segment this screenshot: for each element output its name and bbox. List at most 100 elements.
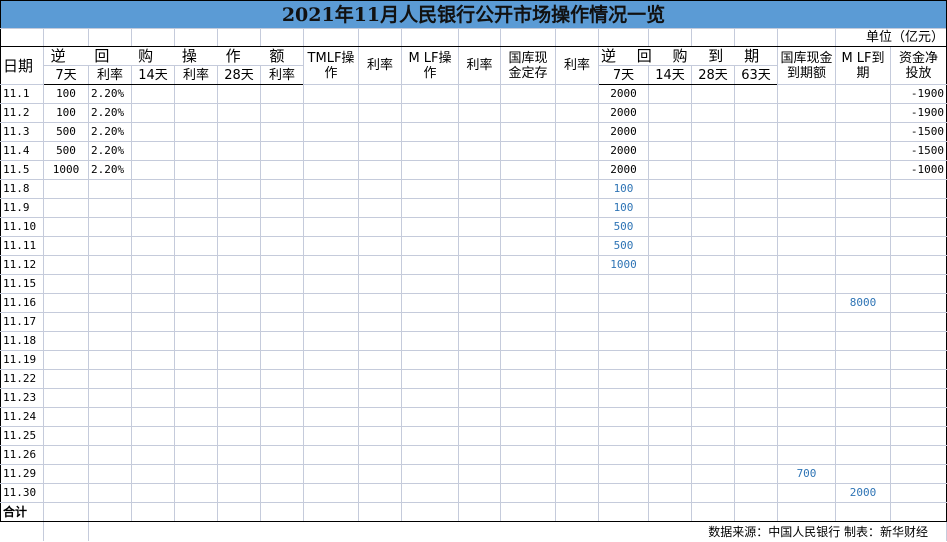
date-cell[interactable]: 11.8 [0,179,44,199]
value-cell[interactable] [889,369,947,389]
value-cell[interactable] [43,312,89,332]
value-cell[interactable] [648,255,692,275]
header-maturity-63d[interactable]: 63天 [734,65,778,85]
value-cell[interactable] [303,445,359,465]
value-cell[interactable] [691,236,735,256]
value-cell[interactable] [88,198,132,218]
value-cell[interactable] [358,141,402,161]
value-cell[interactable] [401,236,459,256]
value-cell[interactable] [648,103,692,123]
value-cell[interactable] [500,198,556,218]
value-cell[interactable] [889,483,947,503]
value-cell[interactable] [835,122,891,142]
value-cell[interactable] [500,331,556,351]
value-cell[interactable]: 1000 [43,160,89,180]
total-cell[interactable] [458,502,501,522]
value-cell[interactable] [401,388,459,408]
value-cell[interactable] [401,103,459,123]
value-cell[interactable] [648,217,692,237]
value-cell[interactable] [691,445,735,465]
value-cell[interactable] [500,103,556,123]
value-cell[interactable] [88,274,132,294]
value-cell[interactable] [131,236,175,256]
value-cell[interactable] [500,293,556,313]
value-cell[interactable] [648,274,692,294]
value-cell[interactable] [43,236,89,256]
value-cell[interactable] [889,293,947,313]
date-cell[interactable]: 11.19 [0,350,44,370]
header-14d[interactable]: 14天 [131,65,175,85]
value-cell[interactable] [260,236,304,256]
value-cell[interactable] [260,350,304,370]
value-cell[interactable] [217,483,261,503]
value-cell[interactable] [131,103,175,123]
value-cell[interactable] [401,350,459,370]
value-cell[interactable] [43,198,89,218]
value-cell[interactable] [217,426,261,446]
value-cell[interactable] [174,407,218,427]
value-cell[interactable] [303,388,359,408]
header-treasury-rate[interactable]: 利率 [555,46,599,85]
value-cell[interactable] [500,179,556,199]
value-cell[interactable] [217,464,261,484]
value-cell[interactable] [358,407,402,427]
value-cell[interactable] [835,426,891,446]
value-cell[interactable]: 2.20% [88,160,132,180]
value-cell[interactable] [835,312,891,332]
value-cell[interactable] [889,350,947,370]
value-cell[interactable] [555,331,599,351]
date-cell[interactable]: 11.16 [0,293,44,313]
value-cell[interactable] [458,445,501,465]
total-cell[interactable] [648,502,692,522]
value-cell[interactable] [500,312,556,332]
value-cell[interactable] [555,122,599,142]
value-cell[interactable] [88,407,132,427]
value-cell[interactable] [734,141,778,161]
value-cell[interactable] [358,274,402,294]
header-mlf-rate[interactable]: 利率 [458,46,501,85]
value-cell[interactable] [500,445,556,465]
header-7d[interactable]: 7天 [43,65,89,85]
value-cell[interactable] [174,274,218,294]
value-cell[interactable] [598,445,649,465]
value-cell[interactable] [458,331,501,351]
cell[interactable] [174,28,218,47]
value-cell[interactable] [303,160,359,180]
value-cell[interactable] [131,369,175,389]
value-cell[interactable] [691,179,735,199]
value-cell[interactable] [43,483,89,503]
value-cell[interactable] [131,388,175,408]
cell[interactable] [691,28,735,47]
value-cell[interactable] [401,445,459,465]
value-cell[interactable] [835,236,891,256]
value-cell[interactable] [401,407,459,427]
value-cell[interactable] [43,350,89,370]
value-cell[interactable] [777,236,836,256]
value-cell[interactable] [458,179,501,199]
value-cell[interactable] [777,369,836,389]
header-28d-rate[interactable]: 利率 [260,65,304,85]
header-tmlf-rate[interactable]: 利率 [358,46,402,85]
value-cell[interactable] [174,464,218,484]
value-cell[interactable] [835,217,891,237]
value-cell[interactable] [174,388,218,408]
value-cell[interactable] [401,255,459,275]
value-cell[interactable] [358,293,402,313]
value-cell[interactable]: -1000 [889,160,947,180]
cell[interactable] [88,28,132,47]
value-cell[interactable] [303,274,359,294]
value-cell[interactable] [303,217,359,237]
value-cell[interactable] [217,293,261,313]
date-cell[interactable]: 11.22 [0,369,44,389]
value-cell[interactable]: 500 [43,122,89,142]
date-cell[interactable]: 11.1 [0,84,44,104]
value-cell[interactable] [691,483,735,503]
value-cell[interactable] [555,464,599,484]
value-cell[interactable] [131,122,175,142]
value-cell[interactable]: -1900 [889,103,947,123]
value-cell[interactable] [648,160,692,180]
value-cell[interactable]: 2000 [598,141,649,161]
value-cell[interactable] [131,84,175,104]
value-cell[interactable]: -1500 [889,122,947,142]
value-cell[interactable] [88,179,132,199]
